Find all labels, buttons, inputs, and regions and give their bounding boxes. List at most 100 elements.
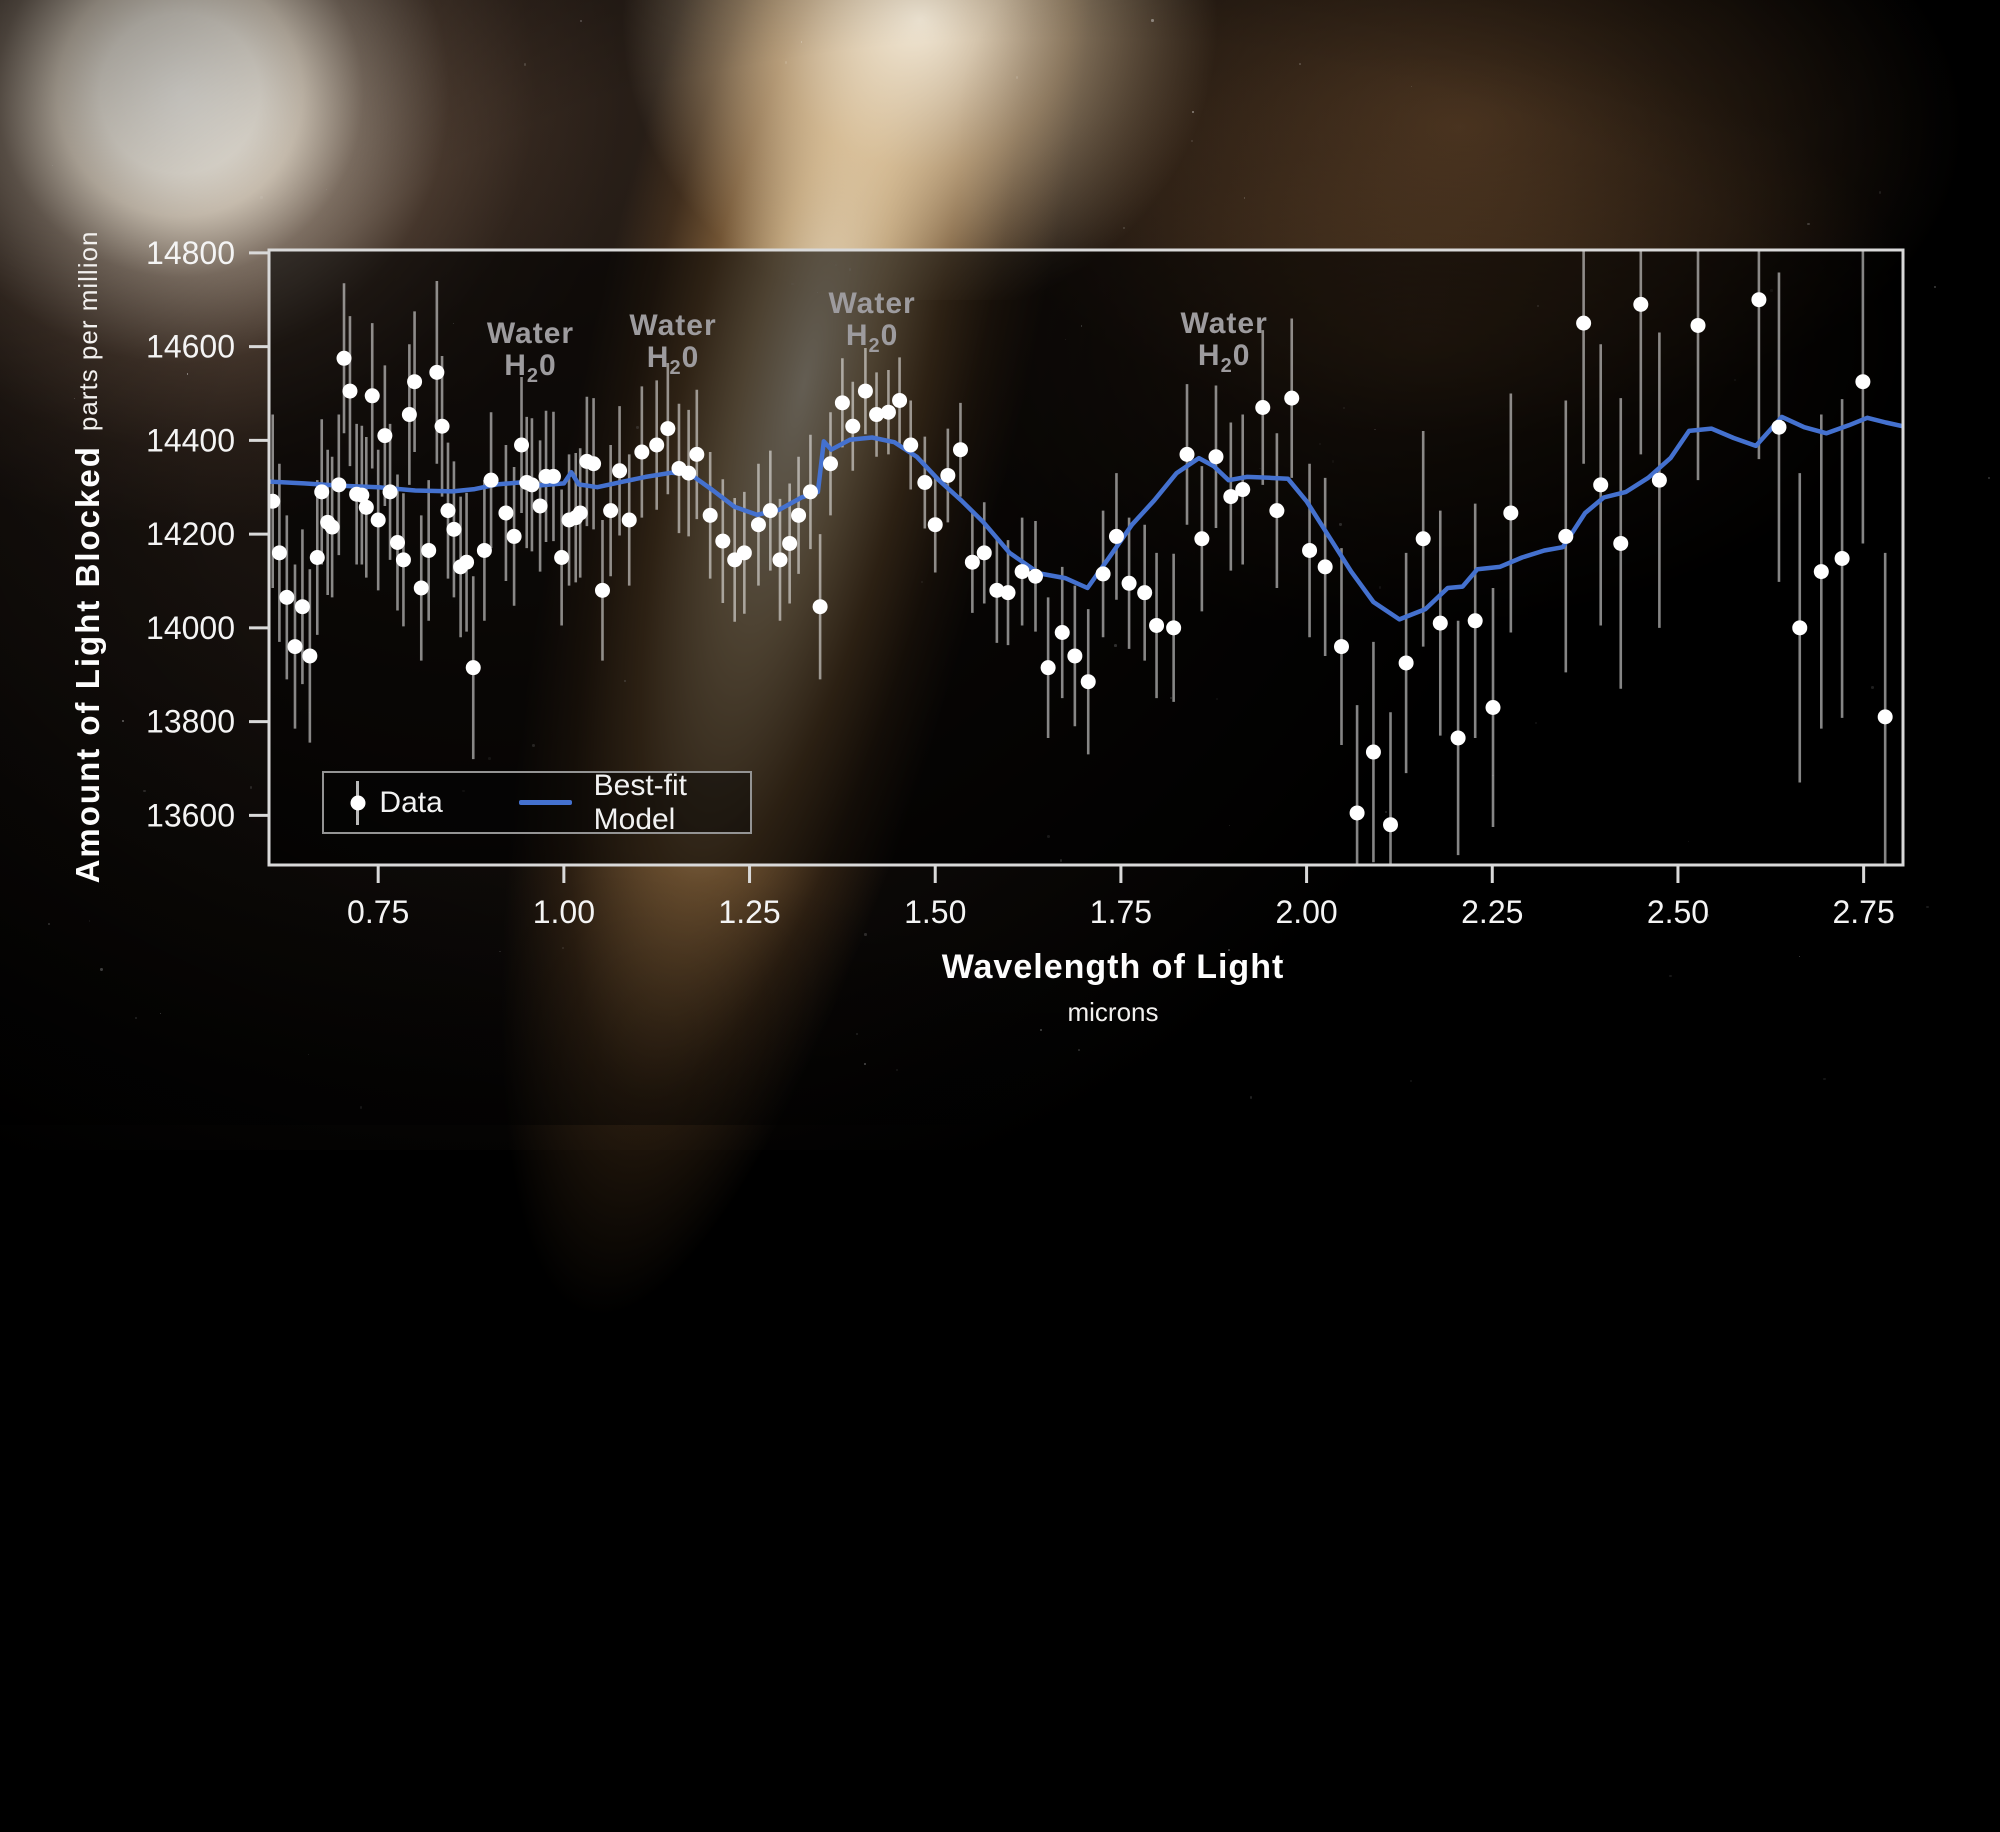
data-point [1690, 317, 1706, 333]
data-point [952, 442, 968, 458]
data-point [1067, 648, 1083, 664]
data-point [476, 542, 492, 558]
x-axis-title: Wavelength of Light microns [942, 948, 1285, 1028]
data-point [791, 507, 807, 523]
data-point [1284, 390, 1300, 406]
data-point [270, 493, 281, 509]
legend-data-label: Data [379, 785, 443, 819]
x-axis-title-sub: microns [1067, 997, 1159, 1027]
data-point [1593, 477, 1609, 493]
data-point [354, 487, 370, 503]
data-point [736, 545, 752, 561]
data-point [927, 517, 943, 533]
data-point [812, 599, 828, 615]
data-point [1834, 550, 1850, 566]
data-point [1813, 564, 1829, 580]
data-point [524, 477, 540, 493]
data-point [762, 503, 778, 519]
data-point [802, 484, 818, 500]
data-point [750, 517, 766, 533]
data-point [545, 468, 561, 484]
water-annotation: Water H20 [828, 288, 915, 362]
data-point [1040, 660, 1056, 676]
y-tick-label: 14600 [146, 329, 235, 365]
data-point [309, 550, 325, 565]
data-point [1027, 568, 1043, 584]
data-point [358, 499, 374, 515]
data-point [1613, 535, 1629, 551]
water-annotation: Water H20 [1181, 308, 1268, 382]
data-point [336, 350, 352, 366]
data-point [1771, 419, 1787, 435]
data-point [892, 392, 908, 408]
data-point [1485, 700, 1501, 715]
data-point [715, 533, 731, 549]
data-point [407, 374, 423, 390]
water-annotation-word: Water [1180, 307, 1268, 340]
data-point [401, 407, 417, 423]
data-point [681, 465, 697, 481]
x-axis-title-main: Wavelength of Light [941, 948, 1285, 986]
water-annotation-word: Water [486, 317, 575, 350]
y-tick-label: 14000 [146, 610, 235, 646]
y-tick-label: 14200 [146, 516, 235, 552]
data-point [1558, 528, 1574, 544]
data-point [506, 528, 522, 544]
data-point [782, 535, 798, 551]
data-point [342, 383, 358, 399]
data-point [314, 484, 330, 500]
data-point [621, 512, 637, 528]
data-point [1349, 805, 1365, 821]
data-point [1317, 559, 1333, 575]
data-point [465, 660, 481, 676]
data-point [389, 535, 405, 550]
data-point [429, 364, 445, 380]
data-point [421, 542, 437, 558]
data-point [976, 545, 992, 561]
data-point [594, 582, 610, 598]
data-point [446, 521, 462, 537]
y-tick-label: 14400 [146, 422, 235, 458]
data-point [917, 475, 933, 490]
data-point [554, 550, 570, 565]
data-point [1365, 744, 1381, 760]
legend-data-marker-icon [356, 780, 360, 825]
x-tick-label: 1.50 [904, 894, 966, 930]
data-point [302, 648, 318, 664]
data-point [649, 437, 665, 453]
y-tick-label: 13800 [146, 704, 235, 740]
data-point [1450, 730, 1466, 746]
legend: Data Best-fit Model [322, 768, 752, 836]
data-point [1432, 615, 1448, 631]
data-point [370, 512, 386, 528]
data-point [1877, 709, 1893, 725]
data-point [1633, 296, 1649, 312]
data-point [1503, 505, 1519, 521]
data-point [940, 467, 956, 483]
data-point [1208, 449, 1224, 465]
data-point [660, 421, 676, 437]
data-point [1149, 617, 1165, 633]
data-point [702, 507, 718, 523]
data-point [1415, 531, 1431, 547]
y-axis-title-main: Amount of Light Blocked [69, 445, 106, 884]
data-point [1235, 482, 1251, 498]
data-point [989, 582, 1005, 598]
data-point [1333, 639, 1349, 655]
spectrum-plot: 13600 13800 14000 14200 14400 14600 14800 0.75 1… [146, 235, 1905, 930]
y-axis-title-sub: parts per million [72, 230, 103, 432]
x-tick-label: 2.50 [1647, 894, 1709, 930]
data-point [612, 463, 628, 479]
data-point [845, 418, 861, 434]
data-point [634, 444, 650, 460]
data-point [287, 639, 303, 655]
data-point [324, 519, 340, 535]
data-point [1166, 620, 1182, 636]
legend-model-label: Best-fit Model [593, 768, 687, 836]
data-point [1855, 374, 1871, 390]
data-point [857, 383, 873, 399]
x-tick-label: 2.00 [1275, 894, 1337, 930]
data-point [1000, 585, 1016, 601]
data-point [572, 505, 588, 521]
data-point [964, 554, 980, 570]
